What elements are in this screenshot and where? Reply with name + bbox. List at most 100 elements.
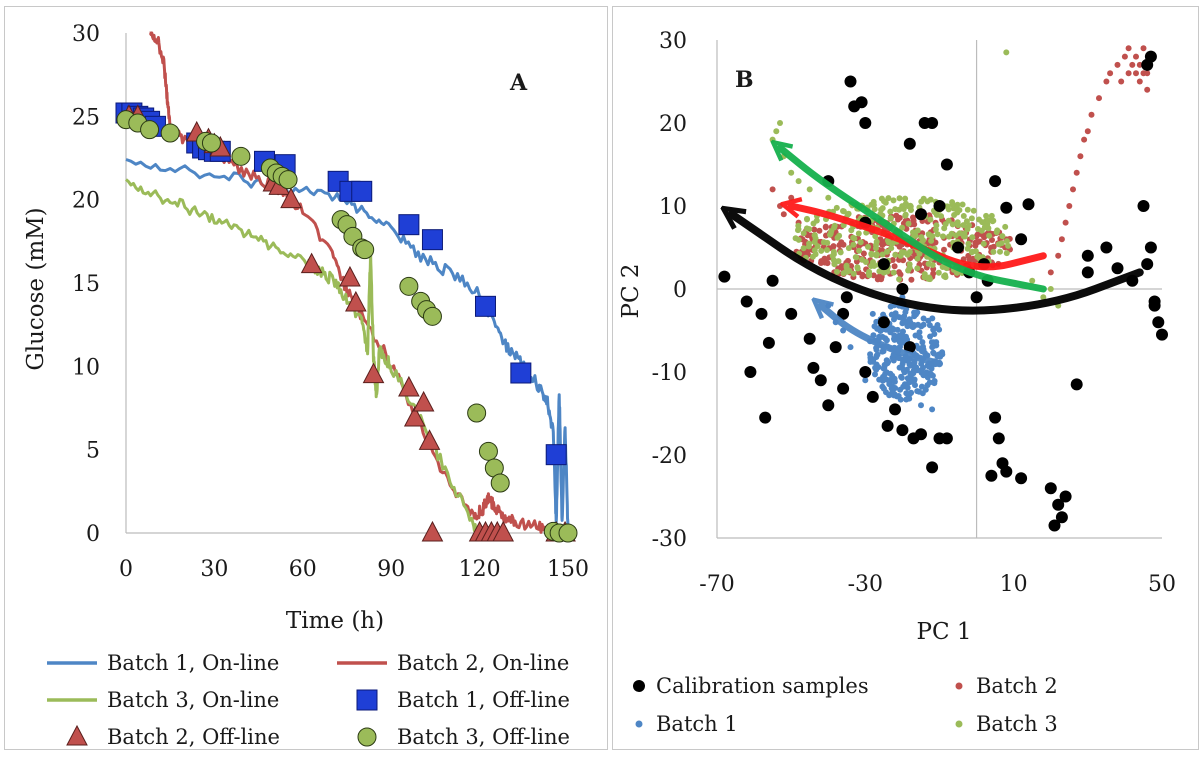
point-batch-1 bbox=[919, 339, 926, 346]
point-calibration-samples bbox=[762, 336, 775, 349]
point-batch-3-off-line bbox=[478, 441, 498, 461]
point-batch-1 bbox=[918, 323, 925, 330]
point-batch-1 bbox=[918, 402, 924, 409]
point-batch-2 bbox=[989, 237, 995, 243]
point-batch-3 bbox=[812, 235, 819, 242]
point-batch-3 bbox=[975, 226, 981, 232]
point-batch-3 bbox=[831, 261, 838, 268]
point-batch-1 bbox=[886, 381, 893, 388]
point-batch-2 bbox=[769, 186, 776, 193]
point-batch-2 bbox=[896, 243, 903, 250]
point-batch-3 bbox=[970, 207, 977, 214]
point-batch-3 bbox=[831, 222, 838, 229]
point-batch-1 bbox=[896, 332, 903, 339]
chart-a-x-tick-label: 60 bbox=[289, 557, 317, 582]
point-batch-3 bbox=[945, 206, 952, 213]
point-batch-2 bbox=[870, 272, 877, 279]
point-batch-3 bbox=[949, 199, 956, 206]
point-batch-1 bbox=[898, 374, 905, 381]
point-batch-3 bbox=[788, 169, 795, 176]
point-calibration-samples bbox=[1070, 378, 1083, 391]
point-batch-3 bbox=[1029, 277, 1036, 284]
point-batch-3-off-line bbox=[231, 146, 251, 166]
point-batch-3 bbox=[964, 206, 971, 213]
point-calibration-samples bbox=[926, 117, 939, 129]
point-batch-1 bbox=[929, 344, 936, 351]
point-calibration-samples bbox=[985, 469, 998, 482]
legend-batch-1-on-line-label: Batch 1, On-line bbox=[107, 651, 279, 675]
chart-b-x-tick-label: 10 bbox=[1000, 572, 1028, 597]
point-batch-2 bbox=[1103, 78, 1110, 85]
chart-a-y-tick-label: 5 bbox=[86, 439, 100, 464]
point-batch-3 bbox=[927, 196, 934, 203]
chart-b-x-tick-label: -30 bbox=[848, 572, 883, 597]
point-batch-3 bbox=[882, 199, 889, 206]
point-batch-1 bbox=[929, 315, 936, 322]
point-batch-3 bbox=[914, 265, 921, 272]
point-batch-2 bbox=[859, 273, 866, 280]
point-batch-2 bbox=[1062, 219, 1069, 226]
point-batch-1 bbox=[912, 382, 918, 389]
point-batch-1 bbox=[896, 338, 903, 345]
point-batch-1 bbox=[909, 324, 916, 331]
point-batch-3 bbox=[997, 248, 1003, 255]
point-batch-2-off-line bbox=[403, 405, 426, 427]
point-batch-3 bbox=[896, 276, 903, 283]
point-calibration-samples bbox=[1148, 299, 1161, 312]
point-calibration-samples bbox=[896, 283, 909, 295]
point-batch-1 bbox=[904, 395, 911, 402]
point-batch-2 bbox=[910, 214, 916, 221]
point-calibration-samples bbox=[855, 96, 868, 109]
point-batch-2 bbox=[1047, 269, 1054, 276]
point-batch-3 bbox=[921, 271, 928, 278]
point-batch-1 bbox=[873, 318, 880, 325]
point-batch-3-off-line bbox=[140, 120, 160, 140]
point-batch-3 bbox=[866, 272, 873, 279]
point-batch-3 bbox=[827, 231, 833, 238]
point-batch-2 bbox=[1136, 78, 1143, 85]
point-batch-3 bbox=[1003, 250, 1010, 257]
point-batch-2 bbox=[908, 276, 915, 283]
point-batch-1 bbox=[904, 384, 911, 391]
chart-b-x-tick-label: 50 bbox=[1148, 572, 1176, 597]
point-batch-2 bbox=[816, 227, 823, 234]
chart-a-y-tick-label: 15 bbox=[72, 272, 100, 297]
point-calibration-samples bbox=[1000, 201, 1013, 214]
point-batch-3 bbox=[953, 204, 960, 211]
legend-calibration-samples-swatch bbox=[633, 680, 645, 692]
point-batch-1 bbox=[883, 337, 890, 344]
chart-a-x-axis-label: Time (h) bbox=[286, 608, 384, 634]
point-batch-3 bbox=[834, 268, 840, 275]
point-batch-1 bbox=[911, 359, 918, 366]
point-batch-1 bbox=[886, 392, 893, 399]
point-batch-1 bbox=[887, 370, 894, 377]
chart-a-letter: A bbox=[509, 70, 528, 96]
point-batch-3 bbox=[812, 251, 819, 258]
chart-b-arrows bbox=[732, 148, 1144, 368]
point-calibration-samples bbox=[989, 411, 1002, 424]
legend-batch-2-on-line-label: Batch 2, On-line bbox=[397, 651, 569, 675]
point-batch-1 bbox=[930, 339, 937, 346]
point-batch-3 bbox=[990, 248, 997, 255]
legend-batch-3-off-line: Batch 3, Off-line bbox=[357, 725, 570, 749]
point-calibration-samples bbox=[915, 428, 927, 441]
legend-batch-1: Batch 1 bbox=[635, 712, 738, 736]
point-calibration-samples bbox=[837, 382, 850, 395]
chart-a-y-tick-label: 30 bbox=[72, 22, 100, 47]
point-batch-3-off-line bbox=[490, 473, 510, 493]
point-batch-3 bbox=[850, 270, 857, 277]
point-batch-3 bbox=[795, 222, 802, 229]
point-batch-3 bbox=[803, 225, 810, 232]
chart-a-y-axis-label: Glucose (mM) bbox=[23, 207, 49, 370]
chart-b-y-axis-label: PC 2 bbox=[618, 263, 644, 318]
point-batch-1 bbox=[907, 319, 914, 326]
point-calibration-samples bbox=[1055, 511, 1068, 524]
point-batch-3 bbox=[856, 247, 863, 254]
point-batch-3 bbox=[836, 232, 843, 239]
point-batch-2 bbox=[878, 276, 885, 283]
point-batch-2 bbox=[780, 211, 787, 218]
point-batch-3 bbox=[868, 250, 875, 257]
point-batch-2 bbox=[1118, 78, 1125, 85]
point-batch-2-off-line bbox=[300, 252, 323, 274]
point-batch-1 bbox=[920, 315, 927, 322]
